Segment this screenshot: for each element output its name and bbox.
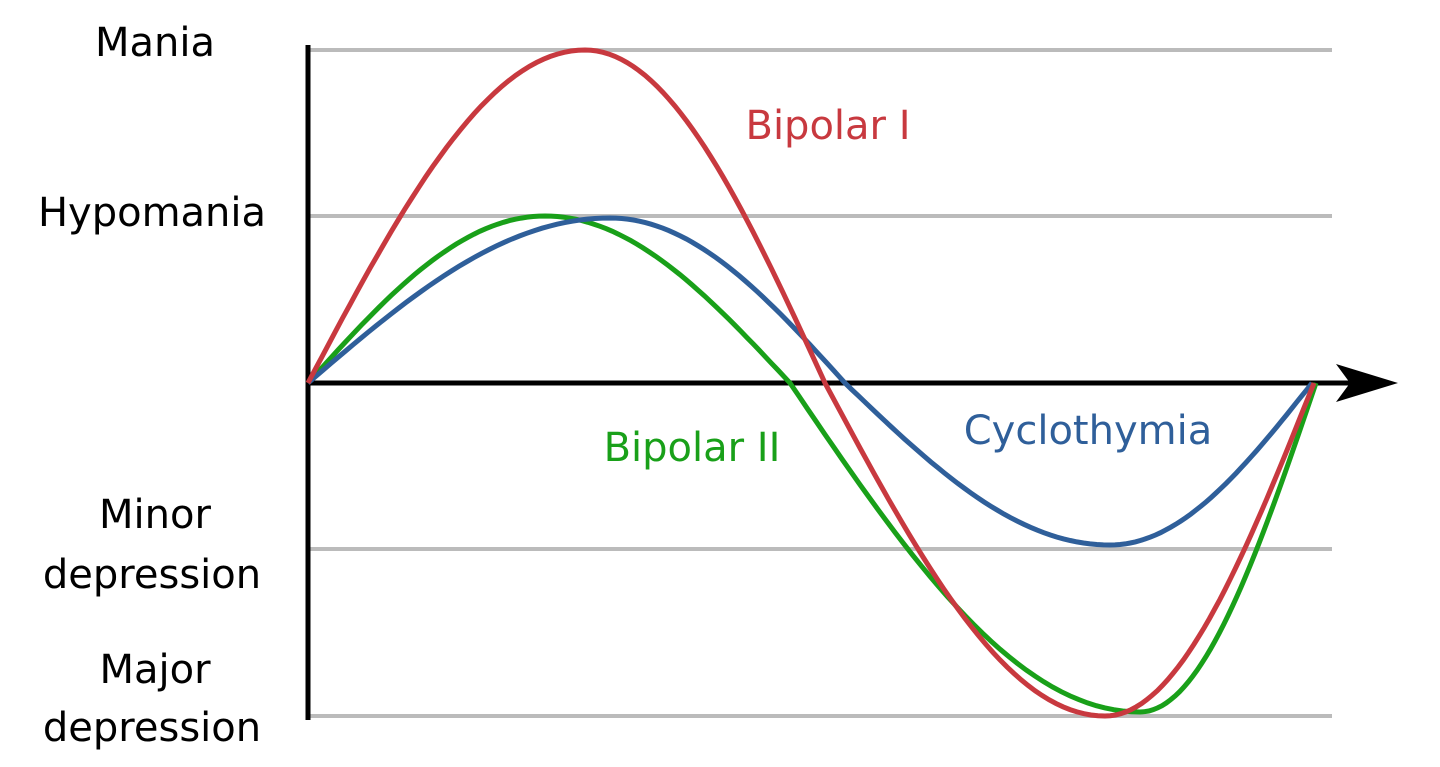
level-label: depression xyxy=(43,552,261,598)
level-label: Hypomania xyxy=(38,190,266,236)
curve-label: Bipolar II xyxy=(604,425,781,471)
curve-label: Bipolar I xyxy=(746,103,911,149)
level-label: Minor xyxy=(99,492,211,538)
level-label: depression xyxy=(43,705,261,751)
curve-label: Cyclothymia xyxy=(964,408,1212,454)
mood-curve xyxy=(306,213,1319,715)
mood-curve xyxy=(306,215,1314,548)
level-label: Major xyxy=(99,647,211,693)
axis-arrow xyxy=(1336,364,1398,402)
level-label: Mania xyxy=(95,20,215,66)
mood-curve xyxy=(305,47,1317,719)
